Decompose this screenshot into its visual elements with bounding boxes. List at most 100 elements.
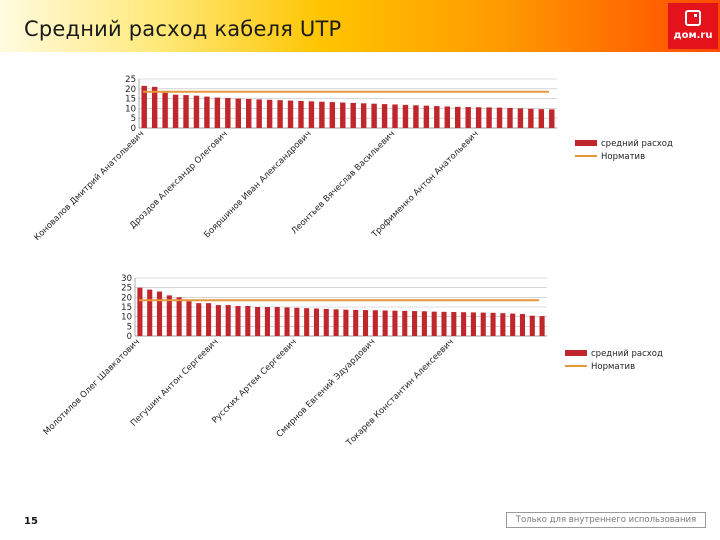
chart2-bar (186, 301, 192, 336)
chart2-bar (519, 313, 526, 336)
chart2-bar (529, 315, 535, 336)
chart1-bar (204, 96, 210, 128)
chart2-x-tick-label: Русских Артем Сергеевич (210, 337, 299, 426)
chart1-legend-norm-label: Норматив (601, 152, 645, 162)
logo-text: дом.ru (673, 30, 713, 41)
chart1-bar (266, 99, 273, 128)
chart1-y-tick-label: 20 (125, 85, 136, 95)
chart2-x-tick-label: Молотилов Олег Шавкатович (42, 337, 142, 437)
chart2-bar (402, 310, 408, 336)
chart2-bar (284, 307, 290, 336)
chart2-y-tick-label: 30 (121, 274, 132, 284)
chart2-bar (215, 305, 221, 336)
chart2-bar (156, 291, 163, 336)
chart1-bar (455, 106, 461, 128)
chart1-bar (538, 109, 545, 128)
chart2-bar (382, 310, 388, 336)
chart2-bar (480, 312, 486, 336)
chart1-bar (392, 104, 398, 128)
chart2-bar (500, 313, 506, 336)
chart2-bar (304, 308, 310, 336)
chart1-bar (340, 102, 346, 128)
chart1-bar (549, 109, 555, 128)
chart2-bar (333, 309, 339, 336)
page-number: 15 (24, 516, 38, 527)
chart2-bar (206, 303, 212, 336)
chart2-bar (137, 287, 143, 336)
chart2-bar (147, 289, 153, 336)
chart1-bar (496, 107, 503, 128)
chart1-bar (214, 97, 221, 128)
chart1-bar (329, 102, 336, 128)
chart2-bar (412, 311, 418, 336)
chart2-bar (294, 307, 300, 336)
chart1-bar (465, 107, 471, 128)
chart1-bar (141, 85, 147, 128)
chart1-bar (413, 105, 419, 128)
chart1-bar (172, 94, 179, 128)
chart2-bar (343, 309, 349, 336)
chart2-bar (353, 309, 359, 336)
chart1-bar (287, 100, 294, 128)
chart1-bar (256, 99, 262, 128)
chart1-bar (298, 100, 304, 128)
chart2-bar (431, 311, 437, 336)
chart2-bar (255, 307, 261, 336)
chart1-bar (350, 102, 356, 128)
chart1-bar (423, 105, 430, 128)
chart1-y-tick-label: 0 (131, 124, 136, 134)
chart1-bar (193, 95, 200, 128)
chart2-bar (372, 310, 378, 336)
chart1-bar (308, 101, 315, 128)
chart1-bar (444, 106, 450, 128)
chart2-y-tick-label: 25 (121, 284, 132, 294)
chart1-bar (183, 95, 189, 128)
chart1-bar (151, 86, 158, 128)
chart2-bar (313, 308, 320, 336)
chart2-bar (470, 312, 476, 336)
chart2-bar (235, 306, 241, 336)
chart2-legend-norm-label: Норматив (591, 362, 635, 372)
chart1-bar (507, 108, 513, 128)
chart2-y-tick-label: 5 (127, 322, 132, 332)
chart2-bar (225, 305, 231, 336)
chart1-bar (402, 104, 409, 128)
chart2-bar (245, 306, 251, 336)
chart1-bar (246, 98, 252, 128)
chart2-bar (166, 295, 172, 336)
chart2-legend-bar-label: средний расход (591, 349, 663, 359)
chart2-y-tick-label: 15 (121, 303, 132, 313)
chart2-bar (421, 311, 427, 336)
chart1-bar (225, 98, 231, 128)
chart1-bar (162, 92, 168, 128)
internal-use-note: Только для внутреннего использования (506, 512, 706, 528)
chart1-bar (235, 98, 241, 128)
chart1-y-tick-label: 5 (131, 114, 136, 124)
header-banner: Средний расход кабеля UTP дом.ru (0, 0, 720, 52)
chart2-bar (510, 313, 516, 336)
chart1-legend-bar-swatch (575, 140, 597, 146)
chart2-legend-bar-swatch (565, 350, 587, 356)
brand-logo: дом.ru (668, 3, 718, 49)
chart2-bar (323, 308, 329, 336)
chart1-bar (381, 104, 388, 128)
chart1-bar (528, 108, 534, 128)
chart2-x-tick-label: Пегушин Антон Сергеевич (129, 337, 221, 429)
chart2-bar (451, 312, 457, 336)
chart1-bar (319, 101, 325, 128)
chart2-bar (441, 311, 447, 336)
chart2-bar (274, 307, 280, 336)
chart2-bar (196, 303, 202, 336)
chart2-y-tick-label: 0 (127, 332, 132, 342)
chart1-bar (475, 107, 482, 128)
chart1-y-tick-label: 15 (125, 95, 136, 105)
chart1-bar (434, 106, 440, 128)
chart2-bar (490, 312, 496, 336)
chart1-bar (371, 103, 377, 128)
chart1-y-tick-label: 25 (125, 75, 136, 85)
chart2-bar (461, 312, 467, 336)
chart2-bar (362, 310, 369, 336)
chart1-y-tick-label: 10 (125, 104, 136, 114)
chart1-bar (277, 100, 283, 128)
